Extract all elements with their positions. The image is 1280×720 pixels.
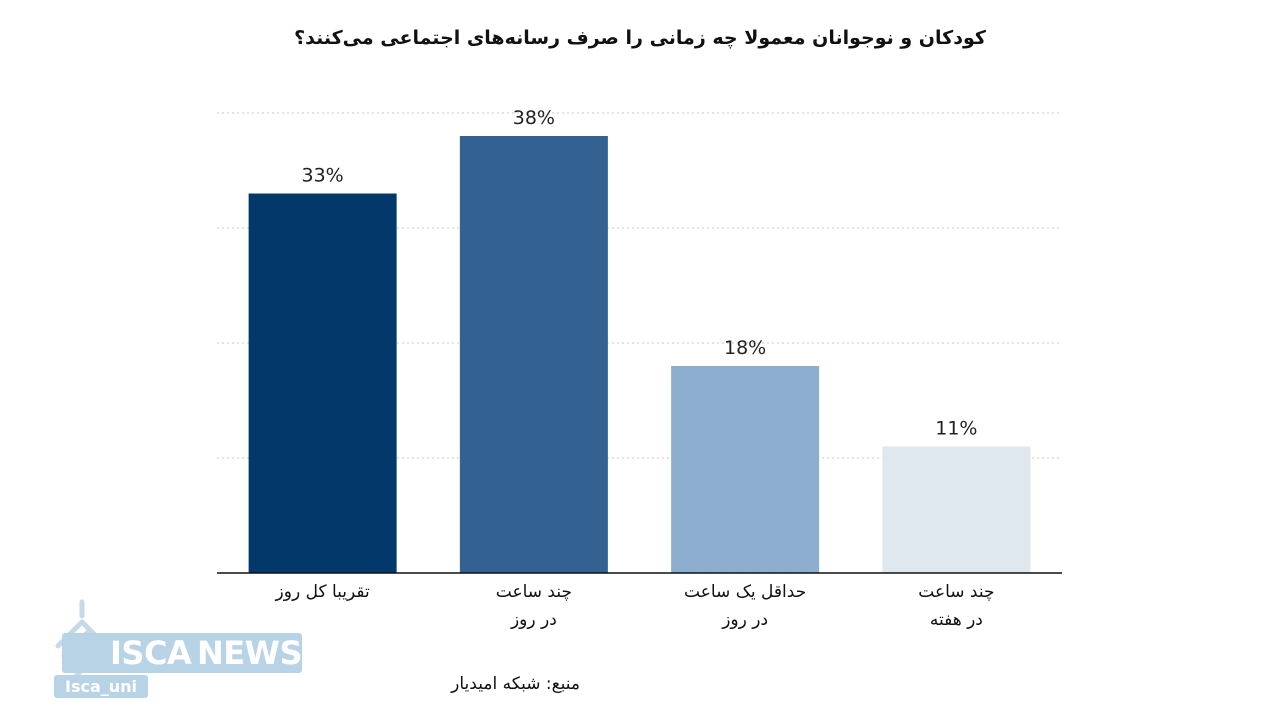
bars (248, 136, 1031, 573)
category-label-1: تقریبا کل روز (223, 578, 423, 606)
logo-brand-right: NEWS (197, 634, 302, 672)
category-label-line: چند ساعت (495, 582, 572, 602)
category-label-2: چند ساعت در روز (434, 578, 634, 634)
bar-1 (248, 193, 397, 573)
category-label-line: چند ساعت (918, 582, 995, 602)
category-label-4: چند ساعت در هفته (856, 578, 1056, 634)
value-label-1: 33% (302, 165, 344, 187)
source-note: منبع: شبکه امیدیار (451, 674, 580, 694)
category-label-line: حداقل یک ساعت (684, 582, 807, 602)
category-label-line: در هفته (929, 610, 983, 630)
value-labels: 33% 38% 18% 11% (302, 107, 978, 440)
bar-2 (459, 136, 608, 573)
bar-3 (671, 366, 820, 573)
value-label-4: 11% (935, 418, 977, 440)
value-label-2: 38% (513, 107, 555, 129)
value-label-3: 18% (724, 337, 766, 359)
logo-wordmark: ISCA NEWS (62, 633, 302, 673)
category-label-line: تقریبا کل روز (275, 582, 370, 602)
chart-title: کودکان و نوجوانان معمولا چه زمانی را صرف… (294, 27, 986, 49)
bar-4 (882, 446, 1031, 573)
category-label-3: حداقل یک ساعت در روز (645, 578, 845, 634)
logo-brand-left: ISCA (110, 634, 192, 672)
category-label-line: در روز (722, 610, 769, 630)
logo-handle: Isca_uni (54, 675, 148, 698)
category-label-line: در روز (510, 610, 557, 630)
